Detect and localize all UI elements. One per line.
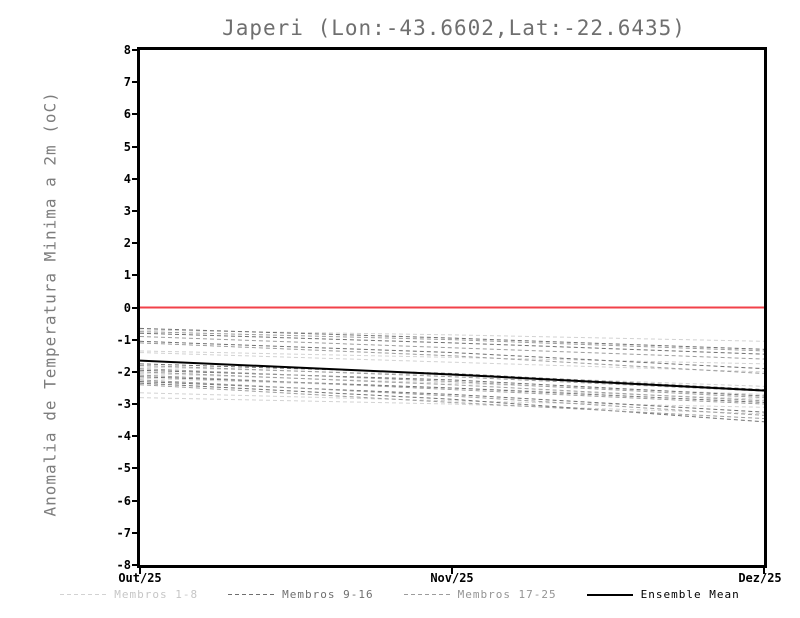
x-tick-mark (451, 568, 453, 574)
member-line-g3-3 (140, 342, 764, 374)
member-line-g1-1 (140, 329, 764, 342)
y-tick-mark (132, 177, 138, 180)
x-tick-label: Out/25 (118, 571, 162, 585)
y-tick-label: 0 (123, 300, 131, 315)
chart-title: Japeri (Lon:-43.6602,Lat:-22.6435) (222, 16, 686, 40)
y-tick-label: -6 (116, 493, 131, 508)
x-tick-mark (139, 568, 141, 574)
legend-item: Membros 17-25 (403, 588, 557, 601)
legend-item: Membros 1-8 (60, 588, 198, 601)
legend-dashed-line-sample (228, 594, 275, 595)
legend-label: Ensemble Mean (640, 588, 740, 601)
legend-label: Membros 9-16 (282, 588, 374, 601)
ensemble-mean-line (140, 359, 764, 392)
y-tick-label: -3 (116, 397, 131, 412)
member-line-g2-3 (140, 340, 764, 370)
y-tick-label: 2 (123, 236, 131, 251)
member-line-g1-7 (140, 392, 764, 408)
member-line-g1-6 (140, 377, 764, 400)
x-tick-mark (763, 568, 765, 574)
y-tick-mark (132, 564, 138, 566)
y-tick-mark (132, 49, 138, 51)
member-line-g2-1 (140, 327, 764, 350)
legend-dashed-line-sample (60, 594, 107, 595)
y-tick-label: 8 (123, 43, 131, 57)
x-tick-label: Dez/25 (738, 571, 782, 585)
member-line-g3-7 (140, 374, 764, 405)
legend-dashed-line-sample (403, 594, 450, 595)
member-line-g2-8 (140, 382, 764, 423)
y-tick-label: 3 (123, 203, 131, 218)
y-tick-mark (132, 531, 138, 534)
y-tick-label: -5 (116, 461, 131, 476)
y-tick-mark (132, 242, 138, 245)
member-line-g3-9 (140, 384, 764, 420)
y-tick-label: -8 (116, 558, 131, 572)
member-line-g2-2 (140, 332, 764, 355)
member-line-g2-7 (140, 381, 764, 413)
y-tick-label: 1 (123, 268, 131, 283)
member-line-g1-5 (140, 372, 764, 395)
y-axis-label: Anomalia de Temperatura Minima a 2m (oC) (40, 91, 60, 517)
y-tick-mark (132, 499, 138, 502)
y-tick-label: -1 (116, 332, 131, 347)
y-tick-mark (132, 209, 138, 212)
y-tick-mark (132, 306, 138, 309)
y-tick-mark (132, 467, 138, 470)
legend-item: Ensemble Mean (586, 588, 740, 601)
member-line-g3-5 (140, 368, 764, 399)
y-tick-mark (132, 403, 138, 406)
y-tick-mark (132, 435, 138, 438)
y-tick-label: 5 (123, 139, 131, 154)
member-line-g1-3 (140, 352, 764, 373)
member-line-g1-2 (140, 350, 764, 365)
y-tick-label: -4 (116, 429, 131, 444)
x-tick-label: Nov/25 (430, 571, 474, 585)
plot-area (137, 47, 767, 568)
y-tick-mark (132, 370, 138, 373)
y-tick-label: 6 (123, 107, 131, 122)
legend-item: Membros 9-16 (228, 588, 373, 601)
member-line-g3-6 (140, 371, 764, 402)
y-tick-mark (132, 145, 138, 148)
member-line-g3-1 (140, 331, 764, 352)
chart-legend: Membros 1-8 Membros 9-16 Membros 17-25 Ense… (0, 588, 800, 601)
member-line-g2-6 (140, 376, 764, 403)
legend-label: Membros 1-8 (114, 588, 199, 601)
ensemble-lines-svg (140, 306, 764, 423)
y-tick-label: -2 (116, 364, 131, 379)
y-tick-mark (132, 274, 138, 277)
y-tick-mark (132, 113, 138, 116)
member-line-g2-5 (140, 369, 764, 397)
legend-label: Membros 17-25 (457, 588, 557, 601)
member-line-g1-8 (140, 397, 764, 415)
y-tick-label: -7 (116, 525, 131, 540)
member-line-g3-2 (140, 335, 764, 360)
y-tick-mark (132, 81, 138, 84)
y-tick-mark (132, 338, 138, 341)
legend-solid-line-sample (586, 593, 633, 596)
member-line-g3-8 (140, 379, 764, 416)
member-line-g1-4 (140, 366, 764, 387)
y-tick-label: 7 (123, 75, 131, 90)
y-tick-label: 4 (123, 171, 131, 186)
member-line-g3-4 (140, 364, 764, 392)
